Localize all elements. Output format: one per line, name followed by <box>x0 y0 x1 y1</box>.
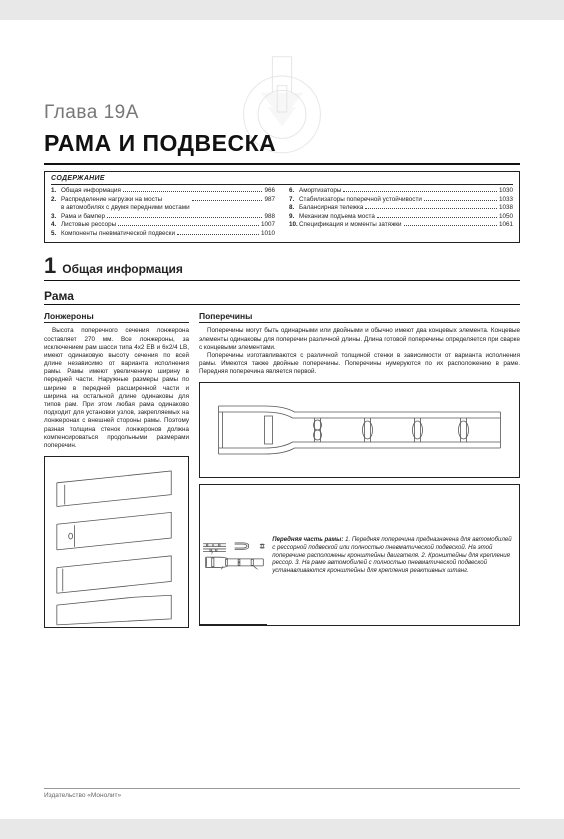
svg-text:1: 1 <box>211 554 212 556</box>
longerons-text: Высота поперечного сечения лонжерона сос… <box>44 327 189 450</box>
caption-title: Передняя часть рамы: <box>272 536 343 543</box>
svg-text:2: 2 <box>220 569 222 571</box>
front-frame-diagram: 1 <box>199 484 520 626</box>
toc-row: 1.Общая информация966 <box>51 187 275 196</box>
toc-row: 4.Листовые рессоры1007 <box>51 221 275 230</box>
toc-row: 5.Компоненты пневматической подвески1010 <box>51 230 275 239</box>
toc-row: 3.Рама и бампер988 <box>51 213 275 222</box>
crossmembers-p1: Поперечины могут быть одинарными или дво… <box>199 327 520 352</box>
frame-plan-diagram <box>199 382 520 478</box>
contents-header: СОДЕРЖАНИЕ <box>51 174 513 185</box>
toc-row: 6.Амортизаторы1030 <box>289 187 513 196</box>
chapter-label: Глава 19A <box>44 102 520 124</box>
title-rule <box>44 163 520 165</box>
section-rule <box>44 280 520 281</box>
crossmembers-heading: Поперечины <box>199 311 520 323</box>
svg-text:3: 3 <box>257 569 258 571</box>
section-header: 1 Общая информация <box>44 255 520 278</box>
longerons-heading: Лонжероны <box>44 311 189 323</box>
page-footer: Издательство «Монолит» <box>44 788 520 799</box>
right-column: Поперечины Поперечины могут быть одинарн… <box>199 311 520 628</box>
section-title: Общая информация <box>62 262 520 278</box>
publisher: Издательство «Монолит» <box>44 792 121 799</box>
chapter-title: РАМА И ПОДВЕСКА <box>44 130 520 157</box>
longeron-diagram <box>44 456 189 628</box>
crossmembers-p2: Поперечины изготавливаются с различной т… <box>199 352 520 377</box>
toc-row: 10.Спецификация и моменты затяжки1061 <box>289 221 513 230</box>
contents-col-right: 6.Амортизаторы1030 7.Стабилизаторы попер… <box>289 187 513 238</box>
toc-row: 7.Стабилизаторы поперечной устойчивости1… <box>289 196 513 205</box>
page: Глава 19A РАМА И ПОДВЕСКА СОДЕРЖАНИЕ 1.О… <box>0 20 564 819</box>
toc-row: 2.Распределение нагрузки на мосты в авто… <box>51 196 275 213</box>
contents-box: СОДЕРЖАНИЕ 1.Общая информация966 2.Распр… <box>44 171 520 243</box>
section-number: 1 <box>44 255 56 277</box>
frame-heading: Рама <box>44 289 520 305</box>
left-column: Лонжероны Высота поперечного сечения лон… <box>44 311 189 628</box>
toc-row: 9.Механизм подъема моста1050 <box>289 213 513 222</box>
toc-row: 8.Балансирная тележка1038 <box>289 204 513 213</box>
contents-col-left: 1.Общая информация966 2.Распределение на… <box>51 187 275 238</box>
diagram-caption: Передняя часть рамы: 1. Передняя попереч… <box>267 533 519 579</box>
